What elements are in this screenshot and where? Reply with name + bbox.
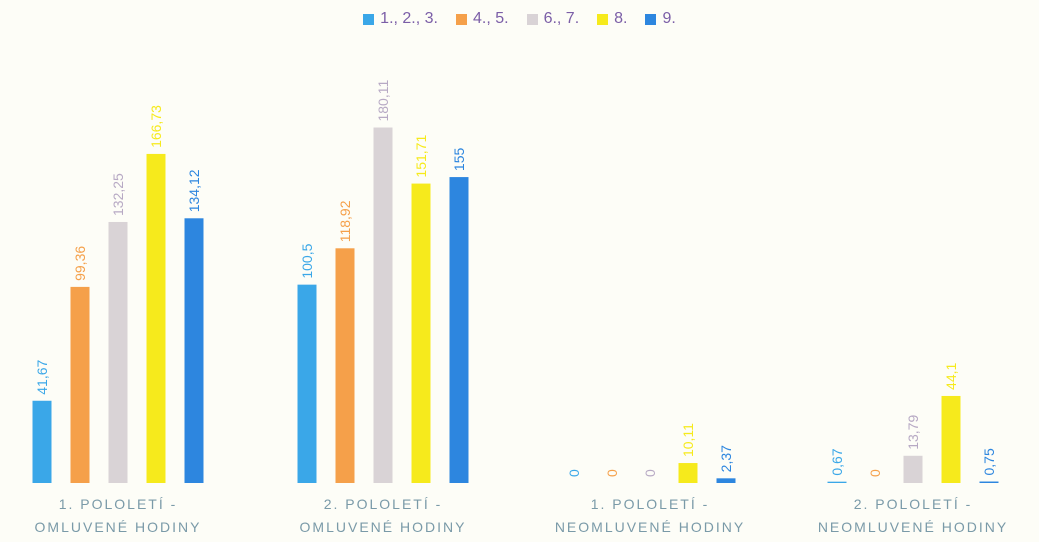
bar: [373, 127, 393, 483]
bar: [32, 400, 52, 483]
legend-item: 8.: [597, 10, 627, 28]
data-label: 99,36: [72, 246, 88, 281]
legend-label: 1., 2., 3.: [380, 10, 438, 27]
data-label: 0,75: [981, 448, 997, 475]
legend-item: 6., 7.: [526, 10, 580, 28]
data-label: 166,73: [148, 105, 164, 148]
data-label: 0: [642, 469, 658, 477]
category-label: OMLUVENÉ HODINY: [35, 519, 202, 535]
category-label: NEOMLUVENÉ HODINY: [555, 519, 745, 535]
bar: [146, 153, 166, 484]
legend-item: 9.: [645, 10, 676, 28]
bar: [297, 284, 317, 483]
legend-item: 1., 2., 3.: [363, 10, 438, 28]
data-label: 2,37: [718, 445, 734, 472]
bar: [335, 248, 355, 483]
data-label: 134,12: [186, 169, 202, 212]
bar: [941, 395, 961, 483]
category-label: 1. POLOLETÍ -: [591, 496, 710, 512]
bar: [411, 183, 431, 483]
legend-swatch: [597, 13, 609, 25]
data-label: 13,79: [905, 415, 921, 450]
data-label: 0: [566, 469, 582, 477]
data-label: 180,11: [375, 80, 391, 122]
category-label: 2. POLOLETÍ -: [324, 496, 443, 512]
data-label: 155: [451, 148, 467, 172]
data-label: 100,5: [299, 243, 315, 278]
data-label: 132,25: [110, 173, 126, 216]
bar: [184, 218, 204, 483]
bar: [827, 481, 847, 483]
data-label: 41,67: [34, 360, 50, 395]
legend-label: 4., 5.: [472, 10, 509, 27]
legend: 1., 2., 3. 4., 5. 6., 7. 8. 9.: [0, 10, 1039, 28]
category-label: 2. POLOLETÍ -: [854, 496, 973, 512]
legend-swatch: [363, 13, 375, 25]
bar: [979, 481, 999, 483]
data-label: 118,92: [337, 200, 353, 242]
data-label: 0: [604, 469, 620, 477]
category-label: OMLUVENÉ HODINY: [300, 519, 467, 535]
legend-swatch: [645, 13, 657, 25]
bar: [449, 177, 469, 483]
legend-label: 6., 7.: [543, 10, 580, 27]
legend-swatch: [455, 13, 467, 25]
legend-swatch: [526, 13, 538, 25]
bar: [903, 455, 923, 483]
legend-label: 8.: [614, 10, 628, 27]
legend-label: 9.: [662, 10, 676, 27]
data-label: 0: [867, 469, 883, 477]
bar: [716, 478, 736, 483]
category-label: 1. POLOLETÍ -: [59, 496, 178, 512]
data-label: 0,67: [829, 448, 845, 475]
bar: [70, 286, 90, 483]
bar: [108, 221, 128, 483]
data-label: 44,1: [943, 362, 959, 389]
data-label: 10,11: [680, 423, 696, 457]
bar: [678, 463, 698, 483]
legend-item: 4., 5.: [455, 10, 509, 28]
data-label: 151,71: [413, 135, 429, 178]
category-label: NEOMLUVENÉ HODINY: [818, 519, 1008, 535]
